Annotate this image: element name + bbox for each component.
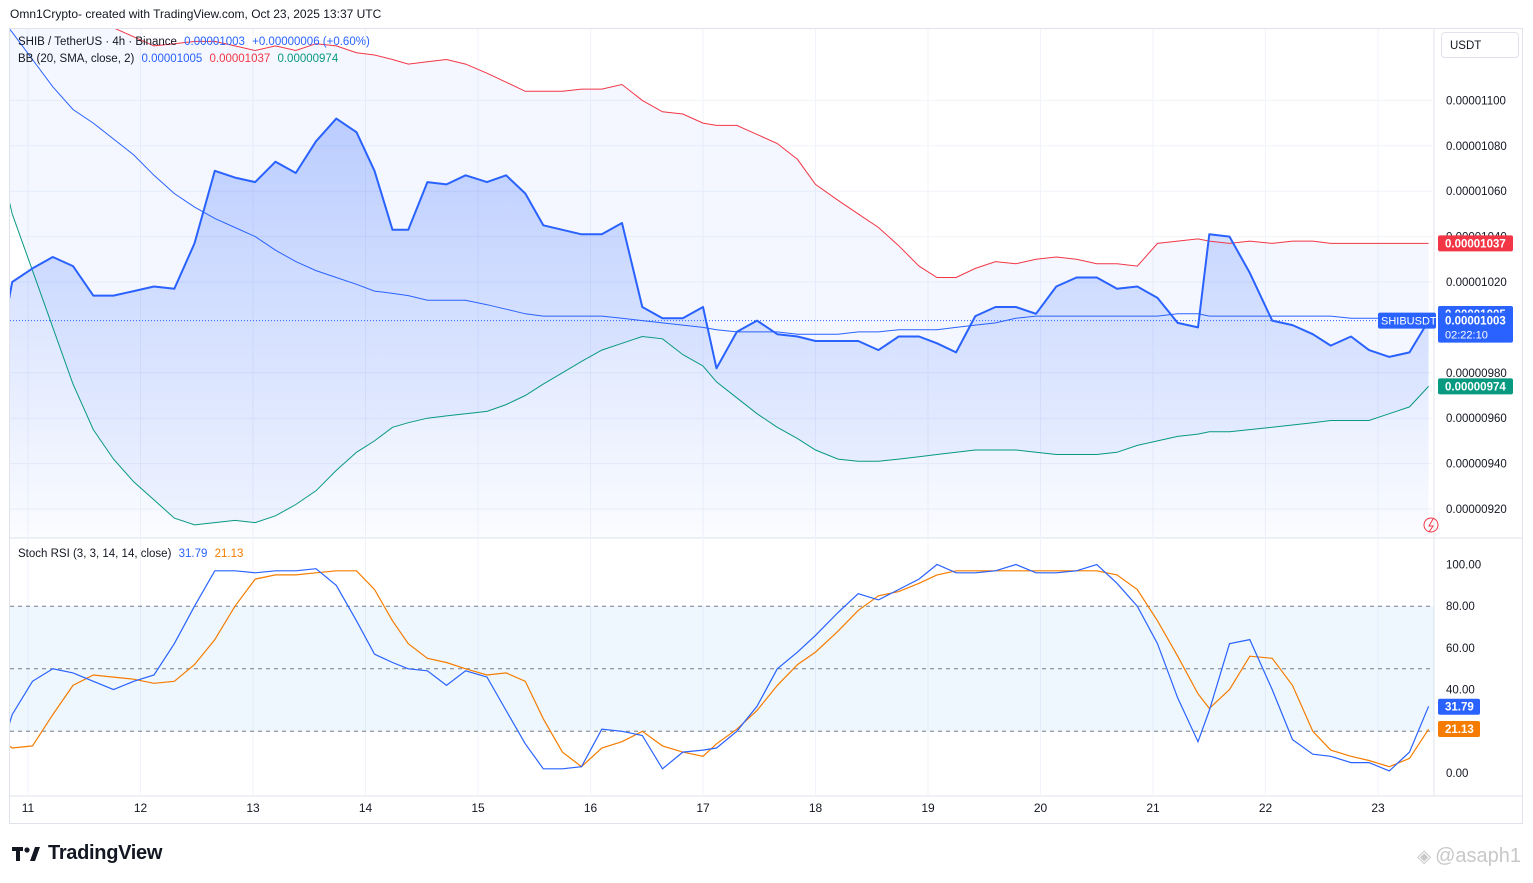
price-tick-label: 0.00000980	[1446, 368, 1507, 380]
legend-stoch-label: Stoch RSI (3, 3, 14, 14, close)	[18, 548, 172, 560]
alert-bolt-glyph	[1428, 518, 1434, 533]
price-tick-label: 0.00001020	[1446, 277, 1507, 289]
legend-bb: BB (20, SMA, close, 2) 0.00001005 0.0000…	[18, 53, 342, 65]
legend-bb-label: BB (20, SMA, close, 2)	[18, 53, 135, 65]
watermark-text: @asaph1	[1435, 845, 1521, 867]
stoch-d-tag-bg	[1438, 720, 1480, 737]
symbol-label-bg	[1378, 312, 1436, 329]
stoch-k-tag-bg	[1438, 698, 1480, 715]
chart-header: Omn1Crypto- created with TradingView.com…	[10, 7, 382, 21]
price-line	[10, 117, 1430, 370]
legend-stoch-k: 31.79	[178, 548, 208, 560]
price-tick-label: 0.00000960	[1446, 413, 1507, 425]
price-tick-label: 0.00000940	[1446, 459, 1507, 471]
bb-basis-line	[10, 29, 1429, 335]
price-tick-label: 0.00000920	[1446, 504, 1507, 516]
currency-button[interactable]: USDT	[1441, 32, 1519, 58]
time-axis: 11 12 13 14 15 16 17 18 19 20 21 22 23	[22, 801, 1385, 815]
time-tick-label: 17	[696, 801, 710, 815]
time-tick-label: 12	[134, 801, 148, 815]
stoch-tick-label: 40.00	[1446, 685, 1475, 697]
time-tick-label: 22	[1259, 801, 1273, 815]
legend-price: 0.00001003	[184, 36, 245, 48]
chart-frame	[9, 28, 1523, 824]
watermark: ◈ @asaph1	[1417, 845, 1521, 868]
bb-upper-line	[114, 29, 1429, 278]
time-tick-label: 23	[1371, 801, 1385, 815]
price-area-fill	[10, 118, 1429, 538]
bb-lower-tag-bg	[1438, 378, 1513, 395]
time-tick-label: 15	[471, 801, 485, 815]
legend-bb-lower: 0.00000974	[277, 53, 339, 65]
time-tick-label: 11	[22, 801, 35, 815]
legend-bb-upper: 0.00001037	[209, 53, 271, 65]
stoch-tick-label: 80.00	[1446, 601, 1475, 613]
stoch-rsi-panel: 100.00 80.00 60.00 40.00 0.00 31.79 21.13	[10, 560, 1481, 780]
watermark-icon: ◈	[1417, 846, 1432, 866]
price-tick-label: 0.00001080	[1446, 141, 1507, 153]
main-lines	[10, 29, 1434, 526]
stoch-k-tag: 31.79	[1445, 702, 1474, 714]
legend-bb-basis: 0.00001005	[141, 53, 203, 65]
bb-lower-tag: 0.00000974	[1445, 381, 1506, 393]
time-tick-label: 21	[1146, 801, 1160, 815]
price-tick-label: 0.00001100	[1446, 95, 1506, 107]
stoch-k-line	[10, 563, 1430, 772]
time-tick-label: 19	[921, 801, 935, 815]
countdown-tag: 02:22:10	[1445, 330, 1488, 342]
time-tick-label: 18	[809, 801, 823, 815]
tradingview-logo-icon	[12, 846, 40, 861]
stoch-d-line	[10, 570, 1430, 768]
alert-bolt-icon	[1423, 517, 1439, 533]
time-tick-label: 20	[1034, 801, 1048, 815]
bb-lower-line	[10, 202, 1429, 526]
price-tag-bg	[1438, 312, 1513, 343]
symbol-label: SHIBUSDT	[1381, 316, 1437, 328]
stoch-tick-label: 0.00	[1446, 768, 1468, 780]
bb-upper-tag: 0.00001037	[1445, 238, 1506, 250]
stoch-d-tag: 21.13	[1445, 724, 1474, 736]
tradingview-logo[interactable]: TradingView	[12, 842, 162, 865]
price-axis: 0.000011000.000010800.000010600.00001040…	[1378, 95, 1513, 533]
legend-main: SHIB / TetherUS · 4h · Binance 0.0000100…	[18, 36, 374, 48]
price-tag: 0.00001003	[1445, 316, 1506, 328]
time-tick-label: 14	[359, 801, 373, 815]
stoch-tick-label: 60.00	[1446, 643, 1475, 655]
price-tick-label: 0.00001060	[1446, 186, 1507, 198]
legend-stoch-d: 21.13	[214, 548, 244, 560]
price-area	[10, 118, 1429, 538]
stoch-tick-label: 100.00	[1446, 560, 1481, 572]
tradingview-logo-text: TradingView	[48, 842, 163, 864]
legend-symbol: SHIB / TetherUS · 4h · Binance	[18, 36, 177, 48]
time-tick-label: 16	[584, 801, 598, 815]
legend-change: +0.00000006 (+0.60%)	[252, 36, 370, 48]
bb-upper-tag-bg	[1438, 235, 1513, 252]
time-tick-label: 13	[246, 801, 260, 815]
legend-stoch: Stoch RSI (3, 3, 14, 14, close) 31.79 21…	[18, 548, 247, 560]
